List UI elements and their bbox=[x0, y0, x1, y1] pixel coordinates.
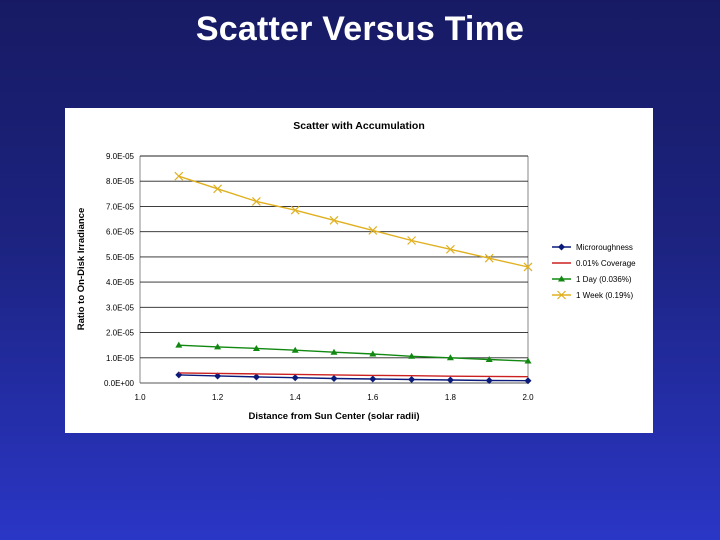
y-tick-label: 7.0E-05 bbox=[106, 202, 135, 211]
y-tick-label: 0.0E+00 bbox=[104, 379, 135, 388]
legend-item: 1 Day (0.036%) bbox=[552, 275, 632, 284]
y-tick-label: 2.0E-05 bbox=[106, 329, 135, 338]
data-point bbox=[446, 354, 454, 361]
series-line bbox=[178, 344, 529, 362]
data-point bbox=[174, 171, 184, 181]
data-point bbox=[330, 348, 338, 355]
x-tick-label: 1.6 bbox=[367, 393, 379, 402]
data-point bbox=[369, 350, 377, 357]
data-point bbox=[368, 225, 378, 235]
series-1-week-0-19 bbox=[174, 171, 533, 272]
grid-lines bbox=[140, 155, 528, 384]
y-tick-label: 8.0E-05 bbox=[106, 177, 135, 186]
legend-label: Microroughness bbox=[576, 243, 633, 252]
data-point bbox=[407, 236, 417, 245]
x-tick-labels: 1.0 1.2 1.4 1.6 1.8 2.0 bbox=[134, 393, 534, 402]
x-tick-label: 2.0 bbox=[522, 393, 534, 402]
y-tick-label: 5.0E-05 bbox=[106, 253, 135, 262]
legend-label: 1 Day (0.036%) bbox=[576, 275, 632, 284]
plot-frame bbox=[139, 156, 529, 383]
data-point bbox=[251, 196, 261, 206]
data-point bbox=[446, 376, 454, 384]
data-point bbox=[485, 356, 493, 363]
data-point bbox=[408, 375, 416, 383]
x-tick-label: 1.2 bbox=[212, 393, 224, 402]
chart-svg: Scatter with Accumulation 0.0E+00 1.0E-05… bbox=[76, 120, 636, 422]
legend-item: Microroughness bbox=[552, 243, 633, 252]
chart-panel: Scatter with Accumulation 0.0E+00 1.0E-05… bbox=[65, 108, 653, 433]
x-axis-label: Distance from Sun Center (solar radii) bbox=[248, 411, 419, 422]
data-point bbox=[524, 357, 532, 364]
data-point bbox=[558, 275, 565, 282]
series-0-01-coverage bbox=[178, 372, 529, 378]
series-line bbox=[178, 374, 529, 382]
data-point bbox=[329, 215, 339, 225]
legend-label: 1 Week (0.19%) bbox=[576, 291, 634, 300]
y-tick-label: 9.0E-05 bbox=[106, 152, 135, 161]
legend-label: 0.01% Coverage bbox=[576, 259, 636, 268]
slide-title: Scatter Versus Time bbox=[195, 10, 525, 48]
data-point bbox=[558, 243, 565, 251]
data-point bbox=[557, 290, 566, 300]
y-tick-label: 4.0E-05 bbox=[106, 278, 135, 287]
data-point bbox=[290, 205, 300, 215]
x-tick-label: 1.0 bbox=[134, 393, 146, 402]
legend-item: 1 Week (0.19%) bbox=[552, 290, 634, 300]
data-point bbox=[175, 341, 183, 348]
legend-item: 0.01% Coverage bbox=[552, 259, 636, 268]
data-point bbox=[291, 346, 299, 353]
data-point bbox=[523, 262, 533, 272]
series-1-day-0-036 bbox=[175, 341, 532, 364]
data-point bbox=[213, 184, 223, 194]
data-point bbox=[484, 253, 494, 263]
series-layer bbox=[174, 171, 533, 385]
data-point bbox=[445, 244, 455, 254]
data-point bbox=[408, 352, 416, 359]
data-point bbox=[369, 375, 377, 383]
series-line bbox=[178, 372, 529, 378]
data-point bbox=[252, 373, 260, 381]
data-point bbox=[252, 344, 260, 351]
y-tick-labels: 0.0E+00 1.0E-05 2.0E-05 3.0E-05 4.0E-05 5.0E-… bbox=[104, 152, 135, 388]
y-axis-label: Ratio to On-Disk Irradiance bbox=[76, 208, 87, 330]
data-point bbox=[291, 374, 299, 382]
data-point bbox=[485, 376, 493, 384]
data-point bbox=[214, 372, 222, 380]
chart-title: Scatter with Accumulation bbox=[293, 120, 424, 132]
legend: Microroughness 0.01% Coverage 1 Day (0.036… bbox=[552, 243, 636, 300]
y-tick-label: 1.0E-05 bbox=[106, 354, 135, 363]
data-point bbox=[330, 374, 338, 382]
series-line bbox=[178, 175, 529, 268]
data-point bbox=[524, 377, 532, 385]
x-tick-label: 1.4 bbox=[290, 393, 302, 402]
y-tick-label: 3.0E-05 bbox=[106, 303, 135, 312]
x-tick-label: 1.8 bbox=[445, 393, 457, 402]
data-point bbox=[214, 343, 222, 350]
y-tick-label: 6.0E-05 bbox=[106, 228, 135, 237]
